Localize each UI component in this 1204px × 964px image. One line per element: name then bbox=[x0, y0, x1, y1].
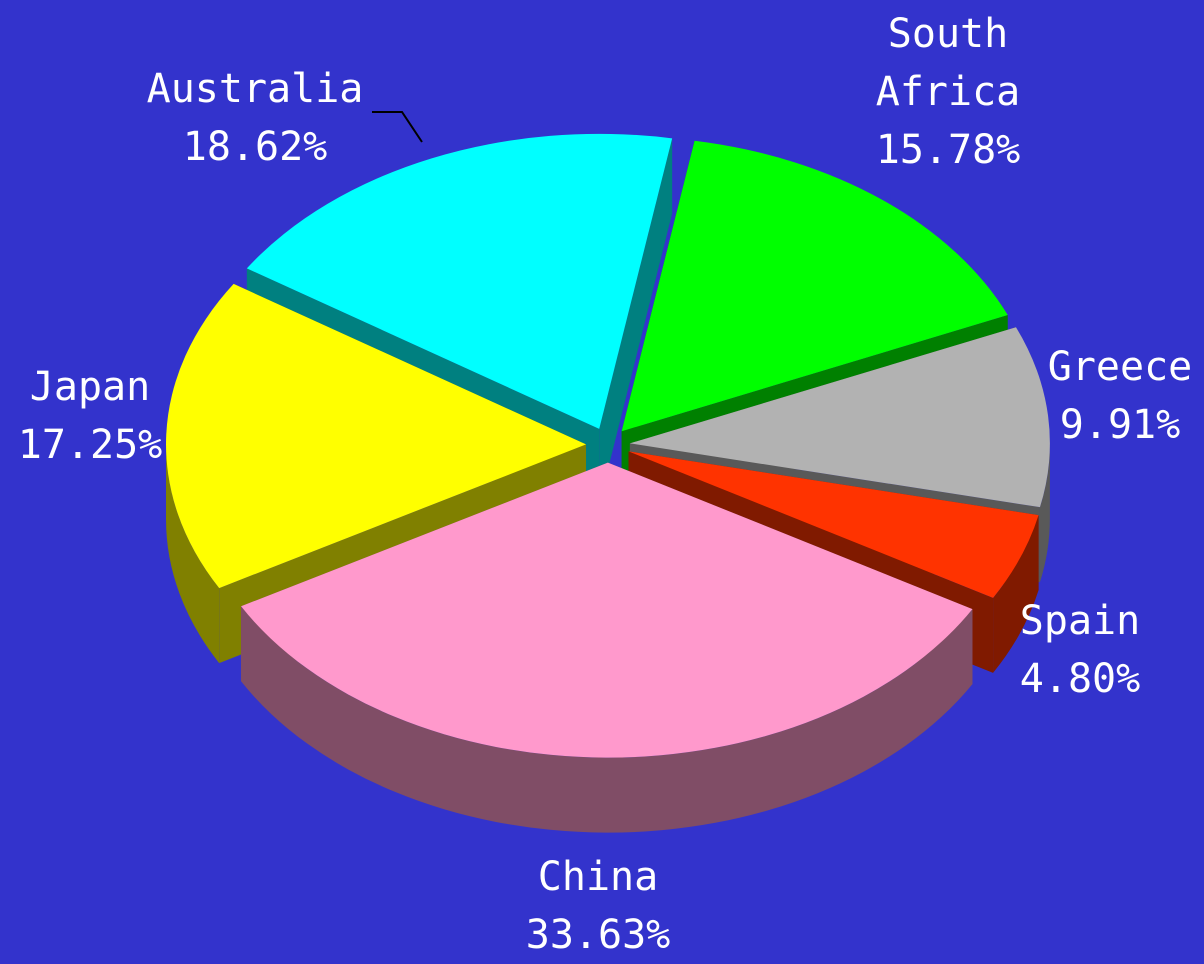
slice-wall bbox=[993, 515, 1039, 673]
label-value: 9.91% bbox=[1059, 402, 1181, 448]
label-value: 15.78% bbox=[875, 127, 1021, 173]
label-name: Australia bbox=[146, 66, 364, 112]
label-value: 4.80% bbox=[1019, 656, 1141, 702]
slice-wall bbox=[1039, 443, 1050, 583]
label-value: 33.63% bbox=[525, 912, 671, 958]
slice-side bbox=[599, 138, 673, 504]
label-value: 17.25% bbox=[17, 422, 163, 468]
leader-line bbox=[372, 111, 423, 143]
slice-label: China 33.63% bbox=[526, 848, 671, 964]
label-name: Greece bbox=[1047, 344, 1193, 390]
slice bbox=[166, 283, 587, 589]
pie bbox=[166, 133, 1050, 833]
label-value: 18.62% bbox=[182, 124, 328, 170]
slice-label: Australia 18.62% bbox=[147, 60, 364, 176]
slice bbox=[629, 327, 1050, 508]
slice-label: Japan 17.25% bbox=[18, 358, 163, 474]
label-name: Spain bbox=[1019, 598, 1141, 644]
slice-wall bbox=[241, 606, 973, 833]
slice-label: Greece 9.91% bbox=[1048, 338, 1193, 454]
slice bbox=[241, 462, 973, 758]
slice-label: Spain 4.80% bbox=[1020, 592, 1140, 708]
label-name: South Africa bbox=[875, 11, 1021, 115]
slice bbox=[628, 451, 1039, 598]
slice-label: South Africa 15.78% bbox=[828, 5, 1069, 179]
slice-wall bbox=[166, 444, 220, 664]
label-name: Japan bbox=[29, 364, 151, 410]
slice bbox=[246, 133, 673, 429]
label-name: China bbox=[537, 854, 659, 900]
slice bbox=[621, 140, 1008, 432]
